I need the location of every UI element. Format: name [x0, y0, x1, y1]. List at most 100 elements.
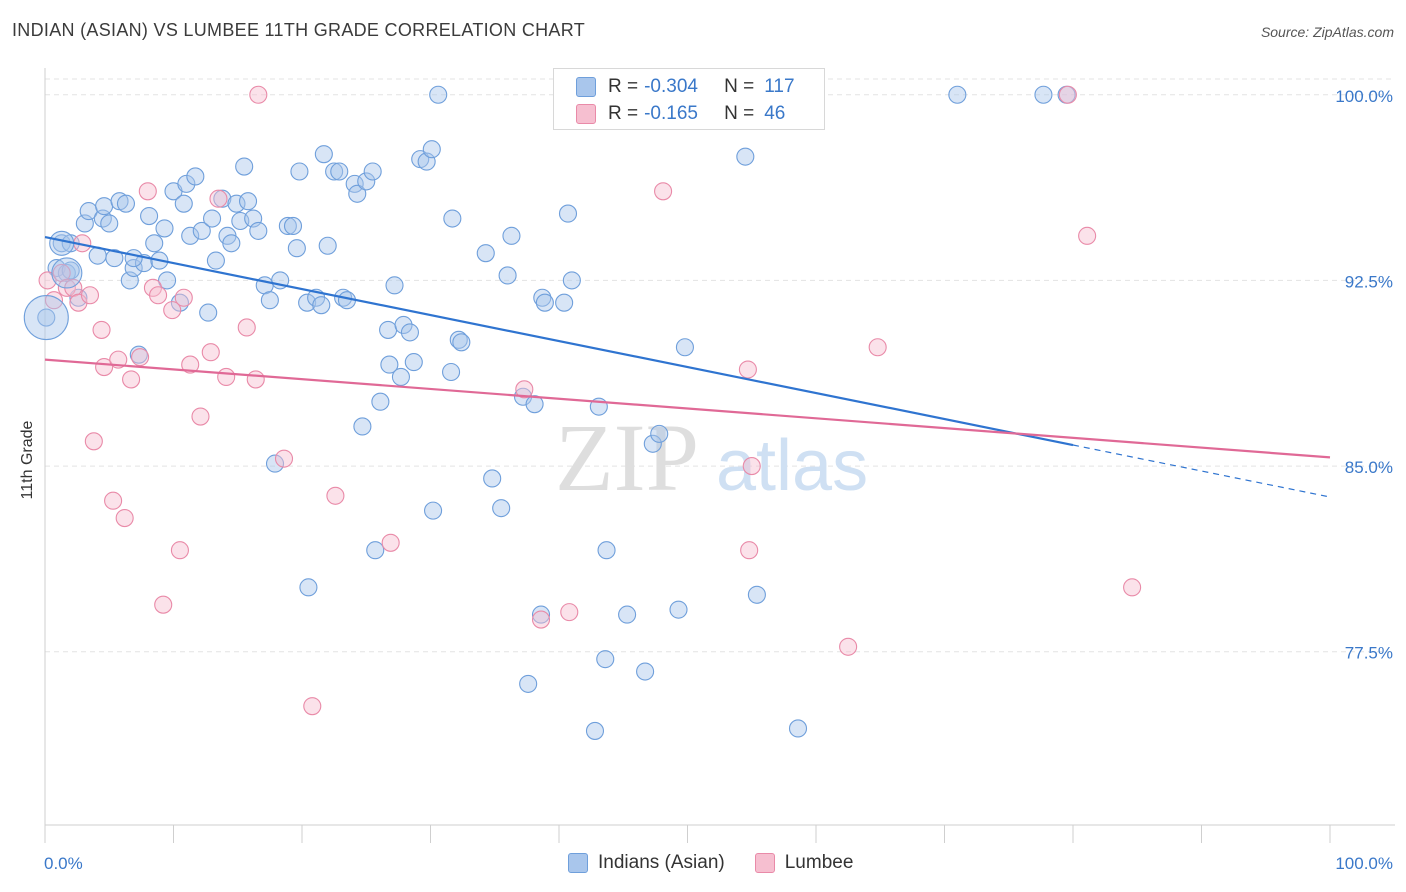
data-point-indians [213, 189, 232, 208]
data-point-lumbee [1123, 578, 1142, 597]
data-point-indians [385, 276, 404, 295]
data-point-indians [391, 367, 410, 387]
data-point-indians [287, 239, 306, 258]
data-point-lumbee [131, 348, 150, 367]
data-point-indians [1034, 85, 1053, 104]
data-point-indians [265, 454, 285, 473]
data-point-lumbee [174, 288, 193, 307]
y-tick-label: 85.0% [1345, 458, 1393, 477]
data-point-indians [222, 234, 241, 253]
data-point-indians [483, 469, 502, 488]
data-point-indians [199, 303, 218, 322]
data-point-indians [618, 605, 637, 624]
data-point-indians [95, 197, 114, 216]
data-point-lumbee [515, 380, 534, 399]
data-point-lumbee [115, 508, 134, 528]
legend-label-lumbee: Lumbee [784, 852, 854, 873]
data-point-lumbee [1078, 226, 1097, 245]
data-point-indians [192, 221, 211, 240]
data-point-indians [181, 226, 200, 245]
data-point-indians [140, 206, 159, 226]
data-point-lumbee [868, 338, 887, 357]
data-point-lumbee [274, 449, 294, 468]
data-point-indians [535, 293, 554, 312]
data-point-indians [948, 85, 967, 104]
data-point-indians [260, 291, 279, 310]
data-point-indians [353, 417, 372, 436]
data-point-lumbee [104, 491, 123, 510]
data-points [23, 85, 1142, 740]
data-point-indians [533, 288, 552, 307]
watermark: ZIP atlas [555, 404, 868, 511]
data-point-lumbee [80, 286, 100, 305]
data-point-lumbee [303, 697, 322, 716]
n-label: N = [724, 76, 755, 97]
watermark-zip: ZIP [555, 404, 699, 511]
data-point-lumbee [170, 541, 189, 560]
data-point-indians [736, 147, 755, 166]
data-point-indians [449, 330, 468, 349]
data-point-indians [363, 162, 382, 181]
data-point-indians [371, 392, 390, 411]
data-point-indians [238, 192, 258, 211]
data-point-lumbee [122, 370, 141, 389]
data-point-indians [186, 167, 205, 186]
legend-item-lumbee[interactable]: Lumbee [754, 852, 854, 874]
data-point-indians [314, 145, 333, 164]
chart-title: INDIAN (ASIAN) VS LUMBEE 11TH GRADE CORR… [12, 20, 585, 40]
data-point-indians [531, 605, 551, 624]
correlation-legend: R = -0.304 N = 117 R = -0.165 N = 46 [553, 68, 825, 130]
data-point-indians [452, 333, 471, 352]
data-point-lumbee [138, 182, 157, 201]
legend-swatch-lumbee [754, 853, 775, 873]
x-tick-label-max: 100.0% [1335, 854, 1393, 873]
data-point-indians [348, 184, 367, 203]
data-point-indians [318, 236, 337, 255]
legend-item-indians[interactable]: Indians (Asian) [568, 852, 725, 874]
y-tick-label: 77.5% [1345, 644, 1393, 663]
data-point-lumbee [237, 318, 256, 337]
data-point-indians [519, 674, 538, 693]
y-tick-label: 100.0% [1335, 87, 1393, 106]
data-point-indians [492, 499, 511, 518]
data-point-lumbee [531, 610, 551, 629]
legend-swatch-indians [576, 77, 596, 97]
data-point-indians [312, 296, 331, 315]
data-point-indians [424, 501, 443, 520]
n-label: N = [724, 103, 755, 124]
data-point-indians [203, 209, 222, 228]
data-point-indians [227, 194, 246, 213]
legend-swatch-lumbee [576, 104, 596, 124]
data-point-indians [400, 323, 419, 342]
data-point-indians [596, 650, 615, 669]
data-point-indians [558, 204, 578, 223]
data-point-indians [357, 172, 376, 191]
data-point-lumbee [839, 637, 858, 656]
data-point-indians [747, 585, 766, 604]
data-point-indians [298, 293, 317, 312]
data-point-indians [404, 353, 423, 372]
data-point-indians [116, 194, 136, 213]
data-point-indians [174, 194, 193, 213]
data-point-indians [145, 234, 164, 253]
data-point-indians [105, 249, 124, 268]
data-point-indians [124, 249, 143, 268]
data-point-indians [429, 85, 448, 104]
data-point-lumbee [381, 533, 400, 552]
data-point-indians [675, 338, 694, 357]
data-point-lumbee [149, 286, 168, 305]
data-point-indians [442, 362, 461, 382]
data-point-indians [235, 157, 254, 176]
data-point-indians [498, 266, 517, 285]
data-point-indians [100, 214, 119, 233]
n-value: 117 [764, 76, 795, 97]
data-point-indians [585, 721, 605, 740]
data-point-indians [476, 244, 495, 263]
watermark-atlas: atlas [716, 426, 868, 506]
data-point-indians [290, 162, 309, 181]
data-point-indians [379, 320, 398, 339]
data-point-indians [283, 216, 303, 236]
data-point-indians [325, 162, 344, 181]
r-value: -0.304 [644, 76, 698, 97]
